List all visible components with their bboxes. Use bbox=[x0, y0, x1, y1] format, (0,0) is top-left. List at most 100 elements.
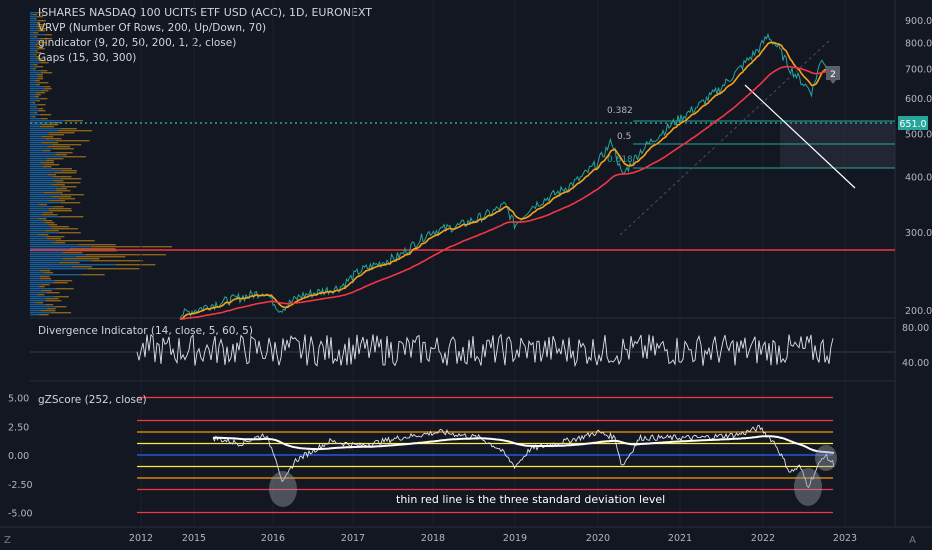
marker-label: 2 bbox=[830, 70, 836, 80]
volume-bar-down bbox=[78, 244, 116, 246]
zscore-series bbox=[212, 424, 835, 489]
volume-bar-down bbox=[35, 302, 44, 304]
volume-bar-up bbox=[30, 60, 39, 62]
volume-bar-up bbox=[30, 170, 62, 172]
volume-bar-down bbox=[48, 210, 73, 212]
volume-bar-up bbox=[30, 56, 37, 58]
volume-bar-up bbox=[30, 164, 45, 166]
volume-bar-down bbox=[38, 204, 48, 206]
volume-bar-down bbox=[59, 216, 84, 218]
footer-right[interactable]: A bbox=[909, 535, 916, 546]
volume-bar-up bbox=[30, 260, 92, 262]
volume-bar-up bbox=[30, 222, 46, 224]
volume-bar-up bbox=[30, 22, 37, 24]
volume-bar-down bbox=[57, 130, 93, 132]
time-tick: 2023 bbox=[833, 533, 857, 544]
volume-bar-down bbox=[48, 134, 64, 136]
price-tick: 300.0 bbox=[905, 228, 932, 239]
volume-bar-up bbox=[30, 234, 39, 236]
volume-bar-up bbox=[30, 200, 49, 202]
volume-bar-down bbox=[39, 126, 55, 128]
indicator-gindicator[interactable]: gindicator (9, 20, 50, 200, 1, 2, close) bbox=[38, 37, 237, 49]
volume-bar-down bbox=[36, 84, 40, 86]
volume-bar-down bbox=[47, 238, 62, 240]
marker-badge bbox=[826, 66, 840, 84]
volume-bar-up bbox=[30, 138, 46, 140]
volume-bar-up bbox=[30, 238, 48, 240]
volume-bar-up bbox=[30, 44, 36, 46]
volume-bar-down bbox=[43, 192, 63, 194]
volume-bar-down bbox=[42, 166, 52, 168]
time-tick: 2022 bbox=[751, 533, 775, 544]
z-tick: -5.00 bbox=[8, 509, 33, 520]
volume-bar-up bbox=[30, 46, 37, 48]
volume-bar-down bbox=[34, 96, 39, 98]
volume-bar-down bbox=[76, 256, 126, 258]
z-tick: 2.50 bbox=[8, 422, 29, 433]
volume-bar-down bbox=[87, 268, 140, 270]
z-tick: 5.00 bbox=[8, 394, 29, 405]
volume-bar-down bbox=[41, 136, 54, 138]
volume-bar-up bbox=[30, 28, 38, 30]
volume-bar-up bbox=[30, 124, 42, 126]
volume-bar-up bbox=[30, 236, 47, 238]
volume-bar-up bbox=[30, 312, 51, 314]
volume-bar-down bbox=[32, 102, 36, 104]
volume-bar-up bbox=[30, 50, 35, 52]
ema-long-series bbox=[179, 65, 836, 321]
volume-bar-up bbox=[30, 262, 60, 264]
time-tick: 2012 bbox=[129, 533, 153, 544]
volume-bar-down bbox=[42, 212, 54, 214]
volume-bar-down bbox=[91, 246, 173, 248]
volume-bar-down bbox=[38, 76, 43, 78]
volume-bar-down bbox=[53, 180, 64, 182]
volume-bar-down bbox=[46, 158, 64, 160]
volume-bar-down bbox=[55, 288, 74, 290]
volume-bar-up bbox=[30, 186, 62, 188]
fib-label-0382: 0.382 bbox=[607, 106, 633, 116]
volume-bar-down bbox=[38, 104, 46, 106]
current-price-badge bbox=[898, 116, 928, 130]
volume-bar-up bbox=[30, 194, 61, 196]
volume-bar-down bbox=[35, 44, 39, 46]
volume-bar-down bbox=[37, 294, 45, 296]
highlight-circle-2022 bbox=[794, 468, 822, 506]
volume-bar-down bbox=[50, 226, 69, 228]
volume-bar-up bbox=[30, 302, 36, 304]
volume-bar-up bbox=[30, 294, 38, 296]
volume-bar-down bbox=[38, 110, 46, 112]
volume-bar-up bbox=[30, 160, 46, 162]
volume-bar-down bbox=[38, 42, 48, 44]
zscore-average bbox=[213, 435, 835, 454]
volume-bar-up bbox=[30, 88, 45, 90]
div-tick-40: 40.00 bbox=[902, 358, 929, 369]
volume-bar-down bbox=[56, 240, 95, 242]
volume-bar-up bbox=[30, 212, 43, 214]
div-pane-title[interactable]: Divergence Indicator (14, close, 5, 60, … bbox=[38, 325, 253, 337]
volume-bar-down bbox=[41, 72, 53, 74]
price-tick: 600.0 bbox=[905, 94, 932, 105]
volume-bar-up bbox=[30, 144, 52, 146]
volume-bar-up bbox=[30, 276, 40, 278]
indicator-vrvp[interactable]: VRVP (Number Of Rows, 200, Up/Down, 70) bbox=[38, 22, 267, 34]
z-tick: -2.50 bbox=[8, 480, 33, 491]
volume-bar-up bbox=[30, 314, 39, 316]
volume-bar-down bbox=[40, 98, 48, 100]
volume-bar-down bbox=[32, 116, 36, 118]
volume-bar-down bbox=[35, 94, 41, 96]
volume-bar-up bbox=[30, 114, 41, 116]
indicator-gaps[interactable]: Gaps (15, 30, 300) bbox=[38, 52, 137, 64]
price-series bbox=[179, 32, 836, 320]
volume-bar-up bbox=[30, 116, 33, 118]
volume-bar-down bbox=[41, 62, 49, 64]
z-pane-title[interactable]: gZScore (252, close) bbox=[38, 394, 147, 406]
time-tick: 2018 bbox=[421, 533, 445, 544]
volume-bar-up bbox=[30, 52, 36, 54]
volume-bar-up bbox=[30, 184, 52, 186]
price-axis: 900.0 800.0 700.0 600.0 500.0 400.0 300.0 200.0 bbox=[905, 16, 932, 317]
volume-bar-up bbox=[30, 190, 57, 192]
volume-bar-down bbox=[51, 228, 79, 230]
footer-left[interactable]: Z bbox=[4, 535, 11, 546]
volume-bar-up bbox=[30, 300, 47, 302]
